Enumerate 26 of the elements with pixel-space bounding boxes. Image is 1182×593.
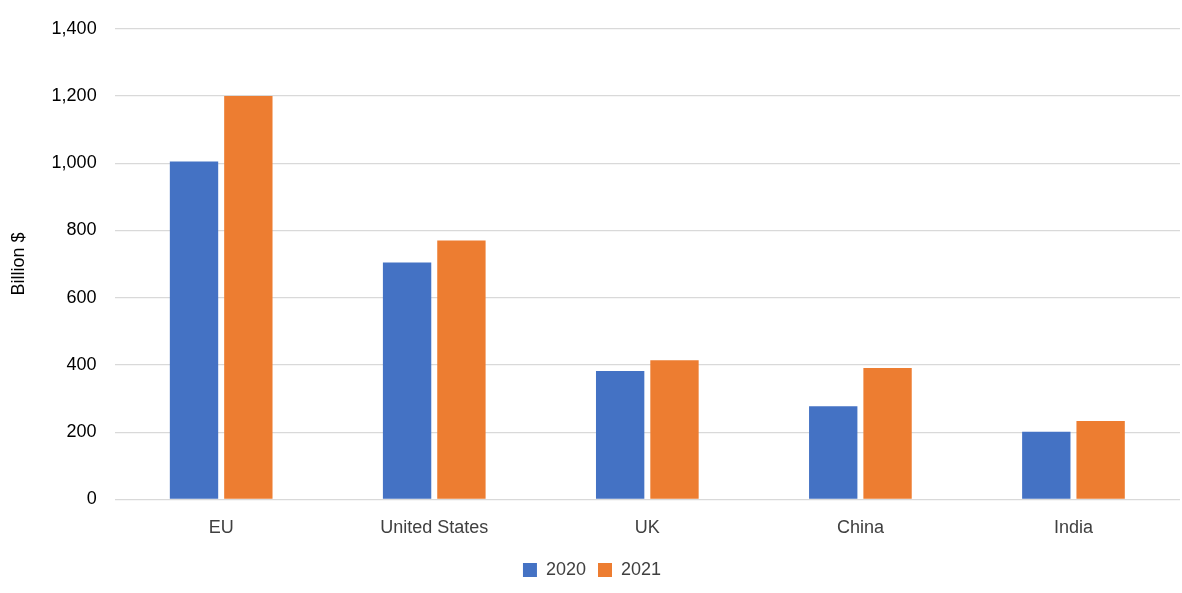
- bar: [809, 406, 858, 499]
- x-tick-label: India: [1053, 517, 1094, 538]
- y-tick-label: 1,400: [51, 17, 97, 38]
- y-tick-label: 1,000: [51, 152, 97, 173]
- bar: [437, 240, 486, 499]
- bar: [1022, 431, 1071, 499]
- y-tick-label: 0: [86, 488, 97, 509]
- y-axis-title: Billion $: [7, 232, 28, 296]
- x-tick-label: UK: [634, 517, 660, 538]
- bar: [650, 360, 699, 499]
- y-tick-label: 800: [66, 219, 97, 240]
- x-tick-label: EU: [208, 517, 234, 538]
- bar: [595, 370, 645, 499]
- legend-label: 2021: [621, 558, 662, 579]
- y-tick-label: 1,200: [51, 85, 97, 105]
- bar: [863, 367, 912, 499]
- y-tick-label: 600: [66, 286, 97, 307]
- y-tick-label: 200: [66, 421, 97, 442]
- bar: [169, 161, 219, 499]
- y-tick-label: 400: [66, 353, 97, 374]
- x-tick-label: United States: [380, 517, 489, 538]
- x-tick-label: China: [836, 517, 885, 538]
- bar: [1076, 421, 1125, 499]
- legend-label: 2020: [545, 558, 586, 579]
- bar: [382, 262, 432, 499]
- bar: [224, 96, 273, 499]
